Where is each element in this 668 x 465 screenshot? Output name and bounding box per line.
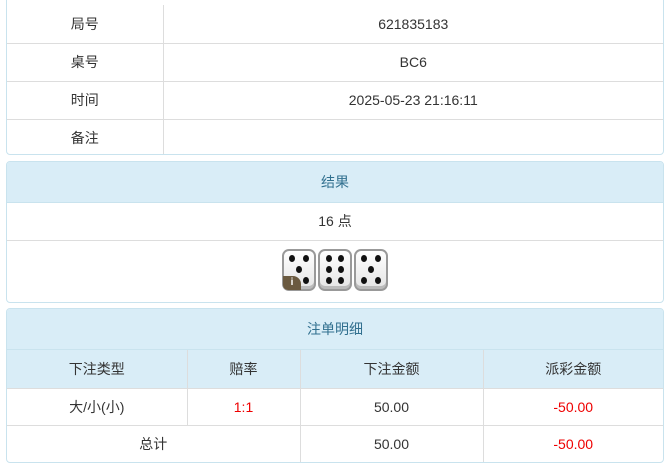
pip xyxy=(374,276,381,284)
table-id-label: 桌号 xyxy=(7,42,164,82)
pip xyxy=(368,266,374,273)
pip xyxy=(326,255,332,263)
pip xyxy=(361,276,368,284)
result-points: 16 点 xyxy=(7,203,663,241)
payout: -50.00 xyxy=(482,387,663,426)
header-bet-type: 下注类型 xyxy=(7,350,188,389)
die-5-icon: i xyxy=(282,249,316,291)
total-amount: 50.00 xyxy=(299,424,484,462)
total-label: 总计 xyxy=(7,424,301,462)
bet-amount: 50.00 xyxy=(299,387,484,426)
pip xyxy=(338,255,344,263)
pip xyxy=(361,255,368,263)
remark-label: 备注 xyxy=(7,118,164,154)
total-payout: -50.00 xyxy=(482,424,663,462)
header-odds: 赔率 xyxy=(186,350,301,389)
time-value: 2025-05-23 21:16:11 xyxy=(162,80,663,120)
pip xyxy=(338,266,344,273)
odds: 1:1 xyxy=(186,387,301,426)
info-icon[interactable]: i xyxy=(283,276,301,290)
header-bet-amount: 下注金额 xyxy=(299,350,484,389)
round-info-panel: 局号 621835183 桌号 BC6 时间 2025-05-23 21:16:11 … xyxy=(6,0,664,155)
header-payout: 派彩金额 xyxy=(482,350,663,389)
dice-row: i xyxy=(7,241,663,294)
bet-type: 大/小(小) xyxy=(7,387,188,426)
result-panel: 结果 16 点 i xyxy=(6,161,664,303)
total-row: 总计 50.00 -50.00 xyxy=(7,424,663,462)
round-id-value: 621835183 xyxy=(162,5,663,44)
pip xyxy=(326,266,332,273)
die-6-icon xyxy=(318,249,352,291)
die-5-icon xyxy=(354,249,388,291)
pip xyxy=(289,255,296,263)
bet-details-title: 注单明细 xyxy=(7,309,663,350)
table-id-value: BC6 xyxy=(162,42,663,82)
time-label: 时间 xyxy=(7,80,164,120)
pip xyxy=(326,276,332,284)
bet-details-panel: 注单明细 下注类型 赔率 下注金额 派彩金额 大/小(小) 1:1 50.00 -50.00… xyxy=(6,308,664,463)
pip xyxy=(302,255,309,263)
remark-value xyxy=(162,118,663,154)
round-id-label: 局号 xyxy=(7,5,164,44)
pip xyxy=(302,276,309,284)
pip xyxy=(374,255,381,263)
result-title: 结果 xyxy=(7,162,663,203)
table-row: 大/小(小) 1:1 50.00 -50.00 xyxy=(7,387,663,426)
pip xyxy=(296,266,302,273)
pip xyxy=(338,276,344,284)
